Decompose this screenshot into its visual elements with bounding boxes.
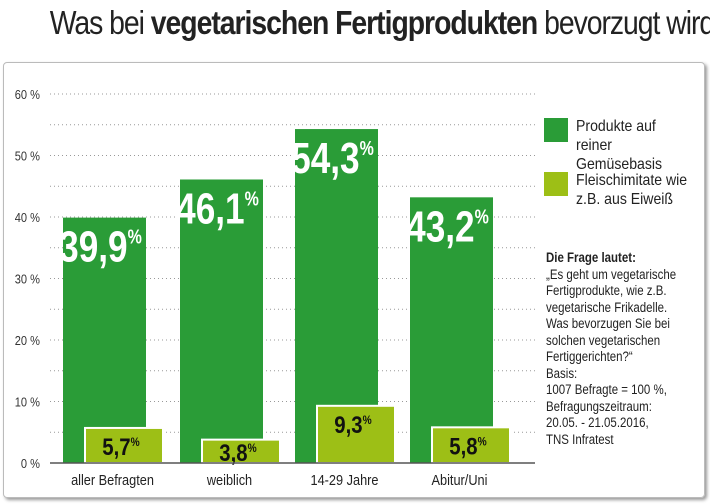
bar-meat-imitation	[431, 426, 511, 464]
bar-meat-imitation	[84, 426, 164, 465]
note-line: TNS Infratest	[546, 431, 614, 447]
legend-swatch-meat-imitation	[544, 172, 568, 196]
note-line: Basis:	[546, 365, 578, 381]
y-tick-label: 50 %	[15, 149, 40, 164]
legend-swatch-vegetable	[544, 118, 568, 142]
x-category-label: aller Befragten	[71, 471, 154, 488]
note-line: Fertigprodukte, wie z.B.	[546, 283, 667, 298]
bar-vegetable	[180, 179, 263, 464]
note-line: Was bevorzugen Sie bei	[546, 316, 670, 331]
note-line: vegetarische Frikadelle.	[546, 299, 668, 315]
y-tick-label: 20 %	[15, 333, 40, 348]
survey-note: Die Frage lautet: „Es geht um vegetarisch…	[546, 250, 708, 448]
bar-vegetable	[410, 197, 493, 463]
x-category-label: Abitur/Uni	[432, 471, 488, 488]
note-line: solchen vegetarischen	[546, 332, 661, 348]
legend-label-vegetable: Produkte auf reiner Gemüsebasis	[576, 118, 663, 173]
chart-card	[3, 62, 705, 498]
note-line: „Es geht um vegetarische	[546, 266, 677, 282]
x-category-label: weiblich	[206, 471, 252, 488]
y-tick-label: 40 %	[15, 210, 40, 225]
y-tick-label: 0 %	[21, 456, 40, 471]
y-tick-label: 10 %	[15, 395, 40, 410]
y-tick-label: 30 %	[15, 272, 40, 287]
x-category-label: 14-29 Jahre	[311, 471, 379, 488]
bar-vegetable	[63, 217, 146, 463]
note-line: Fertiggerichten?“	[546, 349, 633, 364]
note-heading: Die Frage lautet:	[546, 250, 636, 265]
legend-label-meat-imitation: Fleischimitate wie z.B. aus Eiweiß	[576, 172, 688, 208]
y-tick-label: 60 %	[15, 87, 40, 102]
note-line: Befragungszeitraum:	[546, 398, 652, 414]
chart-title: Was bei vegetarischen Fertigprodukten be…	[49, 4, 710, 41]
note-line: 20.05. - 21.05.2016,	[546, 415, 649, 430]
note-line: 1007 Befragte = 100 %,	[546, 382, 667, 397]
